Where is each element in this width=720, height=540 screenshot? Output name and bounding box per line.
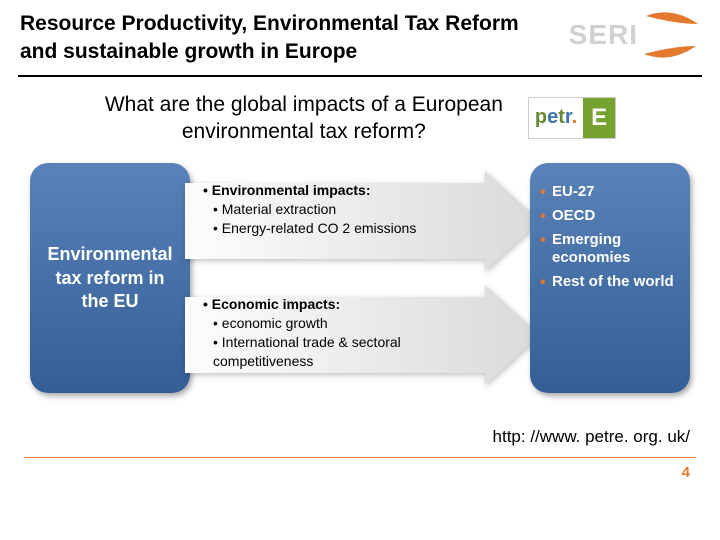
arrow-env-label: • Environmental impacts: • Material extr…: [203, 181, 463, 238]
arrow-environmental: • Environmental impacts: • Material extr…: [185, 171, 540, 271]
right-item: OECD: [540, 207, 680, 225]
right-item: EU-27: [540, 183, 680, 201]
page-number: 4: [0, 464, 690, 481]
seri-logo-text: SERI: [569, 19, 638, 51]
seri-logo: SERI: [569, 10, 700, 60]
left-pillar: Environmental tax reform in the EU: [30, 163, 190, 393]
right-pillar-list: EU-27 OECD Emerging economies Rest of th…: [540, 183, 680, 291]
arrow-env-heading: • Environmental impacts:: [203, 181, 463, 200]
arrow-econ-item-2: • International trade & sectoral competi…: [203, 333, 463, 371]
source-url: http: //www. petre. org. uk/: [0, 427, 690, 447]
right-item: Emerging economies: [540, 231, 680, 267]
subtitle-row: What are the global impacts of a Europea…: [30, 91, 690, 146]
arrow-econ-label: • Economic impacts: • economic growth • …: [203, 295, 463, 371]
seri-swoosh-icon: [642, 10, 700, 60]
petre-logo: petr. E: [528, 97, 616, 139]
arrow-env-item-1: • Material extraction: [203, 200, 463, 219]
footer-divider: [24, 457, 696, 458]
arrow-env-item-2: • Energy-related CO 2 emissions: [203, 219, 463, 238]
header-divider: [18, 75, 702, 77]
page-title: Resource Productivity, Environmental Tax…: [20, 10, 569, 67]
subtitle: What are the global impacts of a Europea…: [104, 91, 504, 146]
petre-logo-left: petr.: [529, 102, 583, 133]
right-pillar: EU-27 OECD Emerging economies Rest of th…: [530, 163, 690, 393]
right-item: Rest of the world: [540, 273, 680, 291]
arrow-econ-heading: • Economic impacts:: [203, 295, 463, 314]
arrow-econ-item-1: • economic growth: [203, 314, 463, 333]
left-pillar-text: Environmental tax reform in the EU: [42, 243, 178, 313]
arrow-economic: • Economic impacts: • economic growth • …: [185, 285, 540, 385]
header: Resource Productivity, Environmental Tax…: [0, 0, 720, 67]
petre-logo-E: E: [583, 98, 615, 138]
diagram: Environmental tax reform in the EU • Env…: [30, 163, 690, 423]
